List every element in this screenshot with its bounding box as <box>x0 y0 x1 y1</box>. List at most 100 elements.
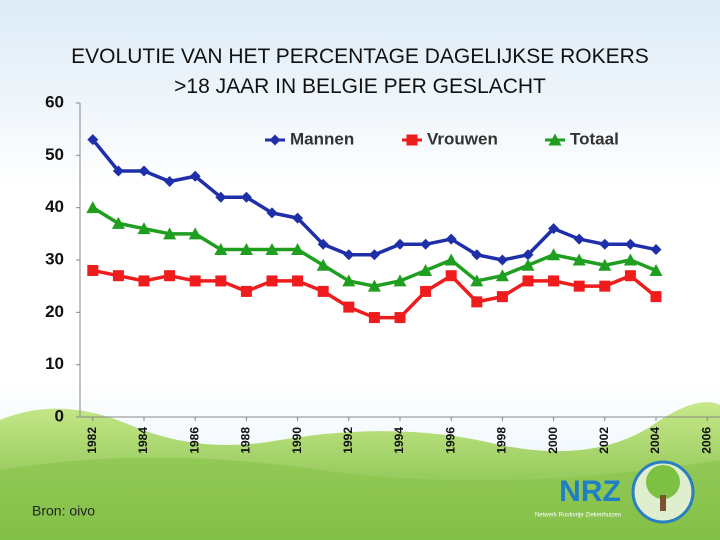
series-line <box>92 268 658 320</box>
marker <box>547 248 561 261</box>
marker <box>239 243 253 256</box>
series-line <box>91 206 657 288</box>
marker <box>521 258 535 271</box>
marker <box>292 275 304 287</box>
marker <box>189 170 201 182</box>
x-tick-label: 2004 <box>648 427 662 454</box>
marker <box>317 285 329 297</box>
marker <box>367 279 381 292</box>
logo-trunk <box>660 495 666 511</box>
marker <box>548 275 560 287</box>
marker <box>343 301 355 313</box>
marker <box>343 249 355 261</box>
marker <box>394 312 406 324</box>
marker <box>599 238 611 250</box>
marker <box>548 223 560 235</box>
marker <box>599 280 611 292</box>
marker <box>87 134 99 146</box>
marker <box>471 296 483 308</box>
marker <box>269 134 281 146</box>
marker <box>112 165 124 177</box>
marker <box>292 212 304 224</box>
marker <box>266 207 278 219</box>
marker <box>496 291 508 303</box>
marker <box>522 249 534 261</box>
y-tick-label: 0 <box>55 406 64 425</box>
marker <box>598 258 612 271</box>
marker <box>189 275 201 287</box>
grass-foreground <box>0 457 720 540</box>
marker <box>624 238 636 250</box>
marker <box>495 269 509 282</box>
marker <box>112 270 124 282</box>
marker <box>266 275 278 287</box>
chart-title: EVOLUTIE VAN HET PERCENTAGE DAGELIJKSE R… <box>71 45 649 98</box>
x-tick-label: 1986 <box>187 427 201 454</box>
marker <box>445 233 457 245</box>
x-tick-label: 1996 <box>443 427 457 454</box>
x-tick-label: 1982 <box>85 427 99 454</box>
y-tick-label: 60 <box>45 92 64 111</box>
marker <box>548 133 562 146</box>
logo-title: NRZ <box>559 475 621 508</box>
x-tick-label: 1990 <box>290 427 304 454</box>
marker <box>650 244 662 256</box>
marker <box>420 238 432 250</box>
marker <box>573 233 585 245</box>
marker <box>164 176 176 187</box>
marker <box>624 270 636 282</box>
marker <box>342 274 356 287</box>
marker <box>214 243 228 256</box>
marker <box>623 253 637 266</box>
marker <box>393 274 407 287</box>
marker <box>406 134 418 146</box>
marker <box>368 249 380 261</box>
marker <box>87 264 99 276</box>
marker <box>572 253 586 266</box>
x-tick-label: 1998 <box>495 427 509 454</box>
marker <box>215 275 227 287</box>
marker <box>240 285 252 297</box>
marker <box>650 291 662 303</box>
x-tick-label: 1994 <box>392 427 406 454</box>
y-tick-label: 40 <box>45 197 64 216</box>
marker <box>137 222 151 235</box>
marker <box>138 165 150 177</box>
marker <box>444 253 458 266</box>
marker <box>420 285 432 297</box>
marker <box>291 243 305 256</box>
source-note: Bron: oivo <box>32 503 95 519</box>
x-tick-label: 2000 <box>546 427 560 454</box>
marker <box>368 312 380 324</box>
marker <box>317 238 329 250</box>
legend-label: Totaal <box>570 129 619 148</box>
legend-label: Vrouwen <box>427 129 498 148</box>
marker <box>522 275 534 287</box>
y-tick-label: 30 <box>45 249 64 268</box>
marker <box>496 254 508 266</box>
marker <box>471 249 483 261</box>
y-tick-label: 10 <box>45 354 64 373</box>
marker <box>649 263 663 276</box>
marker <box>265 243 279 256</box>
x-tick-label: 1988 <box>239 427 253 454</box>
marker <box>111 216 125 229</box>
legend-label: Mannen <box>290 129 354 148</box>
x-tick-label: 2006 <box>699 427 713 454</box>
logo: NRZ Netwerk Rookvrije Ziekenhuizen <box>535 460 695 524</box>
marker <box>419 263 433 276</box>
marker <box>215 191 227 203</box>
x-tick-label: 2002 <box>597 427 611 454</box>
marker <box>445 270 457 282</box>
marker <box>240 191 252 203</box>
x-tick-label: 1992 <box>341 427 355 454</box>
series-line <box>91 138 657 262</box>
marker <box>163 227 177 240</box>
y-tick-label: 20 <box>45 302 64 321</box>
marker <box>573 280 585 292</box>
logo-tree <box>646 465 680 499</box>
x-tick-label: 1984 <box>136 427 150 454</box>
marker <box>394 238 406 250</box>
